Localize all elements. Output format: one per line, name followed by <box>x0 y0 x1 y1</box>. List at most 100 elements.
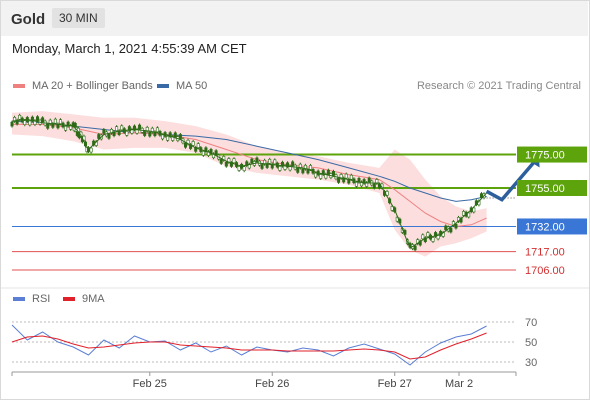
candle-body <box>426 232 430 237</box>
candle-body <box>183 142 187 148</box>
candle-body <box>467 212 471 218</box>
candle-body <box>265 163 269 168</box>
candle-body <box>97 134 101 139</box>
candle-body <box>115 126 119 131</box>
level-label-1755.00: 1755.00 <box>525 183 565 195</box>
candle-body <box>331 170 335 176</box>
timeframe-badge[interactable]: 30 MIN <box>52 8 105 28</box>
x-tick-label: Feb 27 <box>378 378 412 390</box>
level-label-1717.00: 1717.00 <box>525 247 565 259</box>
candle-body <box>18 114 22 120</box>
ma50-line <box>11 120 487 202</box>
candle-body <box>64 125 68 131</box>
ma50-swatch <box>157 84 169 88</box>
candle-body <box>270 163 274 169</box>
rsi-swatch <box>13 297 25 301</box>
candle-body <box>413 245 417 251</box>
candle-body <box>421 234 425 240</box>
candle-body <box>344 173 348 179</box>
candle-body <box>237 166 241 171</box>
candle-body <box>10 121 14 127</box>
candle-body <box>66 121 70 127</box>
candle-body <box>372 183 376 189</box>
price-line <box>11 118 487 249</box>
rsi-ma-legend-label: 9MA <box>82 293 105 305</box>
ma20-legend-label: MA 20 + Bollinger Bands <box>32 80 153 92</box>
candle-body <box>434 232 438 237</box>
candle-body <box>301 168 305 174</box>
candle-body <box>296 168 300 173</box>
x-tick-label: Feb 25 <box>133 378 167 390</box>
candle-body <box>41 117 45 123</box>
chart-header: Gold 30 MIN <box>1 1 588 36</box>
candle-body <box>273 159 277 165</box>
credit-text: Research © 2021 Trading Central <box>416 80 581 92</box>
bollinger-band <box>12 111 487 257</box>
candle-body <box>173 132 177 138</box>
candle-body <box>260 164 264 169</box>
candle-body <box>454 223 458 229</box>
candle-body <box>214 150 218 155</box>
rsi-tick-70: 70 <box>525 317 537 329</box>
candle-body <box>298 163 302 169</box>
candle-body <box>148 131 152 137</box>
candle-body <box>23 120 27 126</box>
level-label-1775.00: 1775.00 <box>525 150 565 162</box>
ma20-swatch <box>13 84 25 88</box>
candle-body <box>462 211 466 216</box>
candle-body <box>367 177 371 183</box>
candle-body <box>53 118 57 124</box>
candle-body <box>28 120 32 126</box>
rsi-ma-swatch <box>63 297 75 301</box>
rsi-tick-30: 30 <box>525 357 537 369</box>
candle-body <box>278 166 282 171</box>
candle-body <box>155 127 159 133</box>
timestamp: Monday, March 1, 2021 4:55:39 AM CET <box>12 41 247 56</box>
candle-body <box>431 237 435 242</box>
level-tag-1732.00 <box>517 218 587 235</box>
candle-body <box>472 207 476 213</box>
candle-body <box>232 158 236 164</box>
rsi-legend-label: RSI <box>32 293 51 305</box>
candle-body <box>143 131 147 136</box>
candle-body <box>166 136 170 141</box>
candle-body <box>178 134 182 139</box>
instrument-title: Gold <box>11 11 46 28</box>
candle-body <box>449 227 453 233</box>
candle-body <box>242 166 246 172</box>
candle-body <box>138 124 142 130</box>
candle-body <box>36 116 40 121</box>
candle-body <box>130 128 134 134</box>
candle-body <box>89 147 93 153</box>
forecast-arrow <box>485 160 536 202</box>
candle-body <box>444 225 448 231</box>
candle-body <box>161 134 165 140</box>
candle-body <box>283 165 287 170</box>
level-tag-1775.00 <box>517 146 587 163</box>
candle-body <box>291 161 295 167</box>
candle-body <box>326 169 330 175</box>
x-tick-label: Feb 26 <box>255 378 289 390</box>
candle-body <box>150 127 154 133</box>
candle-body <box>145 127 149 132</box>
candle-body <box>349 174 353 180</box>
level-tag-1755.00 <box>517 180 587 196</box>
candle-body <box>268 158 272 164</box>
candle-body <box>303 164 307 170</box>
level-label-1732.00: 1732.00 <box>525 221 565 233</box>
candle-body <box>46 124 50 129</box>
rsi-line <box>11 324 487 366</box>
x-tick-label: Mar 2 <box>445 378 473 390</box>
ma50-legend-label: MA 50 <box>176 80 208 92</box>
candle-body <box>219 159 223 164</box>
candle-body <box>135 128 139 134</box>
candle-body <box>319 174 323 179</box>
candle-body <box>365 182 369 187</box>
candle-body <box>314 172 318 178</box>
rsi-tick-50: 50 <box>525 337 537 349</box>
candle-body <box>255 157 259 163</box>
legend-rsi-ma: 9MA <box>63 293 105 305</box>
candle-body <box>309 165 313 170</box>
legend-ma50: MA 50 <box>157 80 207 92</box>
candle-body <box>354 182 358 187</box>
